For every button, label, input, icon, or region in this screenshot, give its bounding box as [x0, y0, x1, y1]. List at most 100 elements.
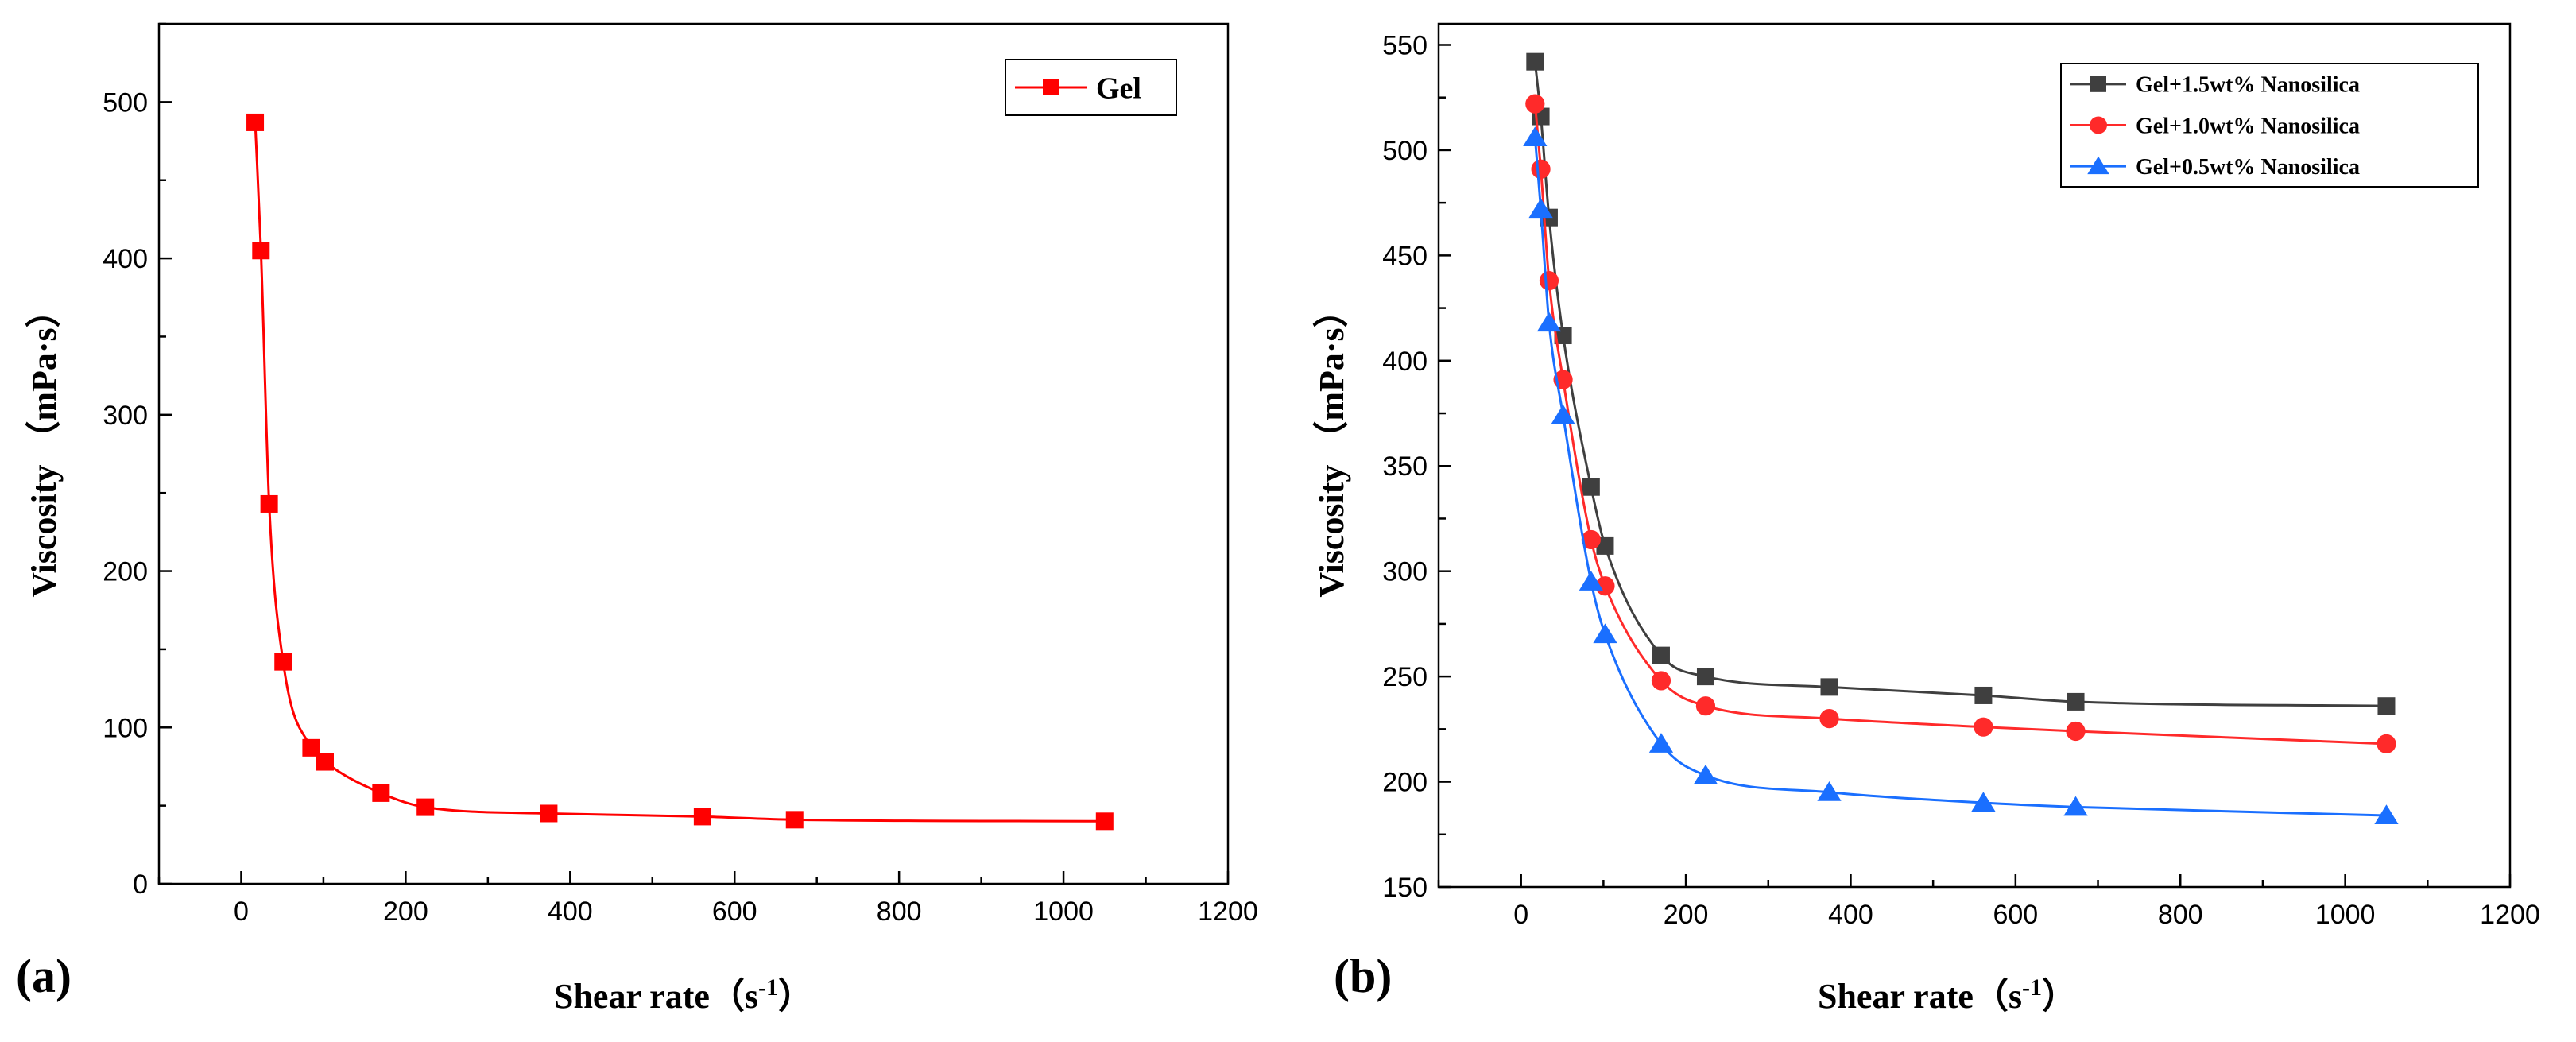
b-series-2-point	[1693, 764, 1718, 784]
a-x-tick-label: 800	[877, 897, 922, 927]
b-series-2-point	[1817, 781, 1842, 801]
a-series-0-point	[302, 738, 320, 757]
b-series-2-point	[2063, 796, 2088, 816]
a-x-tick-label: 1000	[1033, 897, 1094, 927]
b-legend-swatch-marker	[2090, 116, 2107, 134]
b-series-0-point	[1820, 678, 1838, 696]
b-series-2-point	[1971, 792, 1996, 812]
a-x-tick-label: 1200	[1198, 897, 1258, 927]
a-series-0-point	[540, 804, 558, 823]
b-y-tick-label: 350	[1382, 451, 1427, 482]
b-series-1-point	[2066, 721, 2086, 742]
b-series-1-point	[1819, 708, 1839, 729]
b-y-tick-label: 400	[1382, 347, 1427, 377]
b-series-0-point	[2377, 697, 2396, 715]
a-x-tick-label: 0	[234, 897, 249, 927]
b-series-0-point	[1696, 668, 1714, 686]
b-series-2-point	[1593, 623, 1617, 644]
b-x-tick-label: 0	[1513, 900, 1528, 930]
b-y-tick-label: 200	[1382, 768, 1427, 798]
b-series-2-point	[1648, 733, 1674, 753]
b-y-tick-label: 300	[1382, 557, 1427, 587]
b-series-0-point	[1582, 478, 1600, 496]
b-y-tick-label: 450	[1382, 241, 1427, 271]
a-x-tick-label: 400	[548, 897, 593, 927]
b-panel-label: (b)	[1334, 950, 1392, 1002]
b-legend-label: Gel+1.5wt% Nanosilica	[2136, 73, 2360, 98]
b-x-axis-title: Shear rate（s-1）	[1818, 974, 2077, 1016]
b-plot-frame	[1437, 22, 2512, 889]
b-legend-box	[2060, 63, 2479, 188]
b-legend-label: Gel+1.0wt% Nanosilica	[2136, 114, 2360, 138]
b-series-2-line	[1533, 137, 2387, 817]
b-y-tick-label: 500	[1382, 136, 1427, 166]
b-series-1-point	[1539, 271, 1559, 291]
b-series-2-point	[1528, 198, 1553, 219]
b-series-0-point	[1652, 646, 1670, 664]
b-series-2-point	[2374, 804, 2399, 824]
b-series-1-point	[1531, 159, 1551, 179]
b-legend-swatch-marker	[2087, 156, 2109, 175]
a-series-0-point	[246, 113, 265, 131]
a-legend-swatch-marker	[1043, 79, 1059, 95]
b-x-axis-title-sup: -1	[2022, 974, 2042, 1001]
a-legend: Gel	[1005, 59, 1177, 116]
b-series-1-point	[1595, 576, 1615, 596]
a-y-tick-label: 200	[103, 557, 148, 587]
panel-b-chart: Viscosity （mPa·s） Shear rate（s-1） (b) 0 2…	[1312, 22, 2540, 1016]
b-x-axis-title-main: Shear rate（s	[1818, 977, 2022, 1016]
b-series-1-point	[1581, 529, 1601, 550]
a-x-tick-label: 600	[712, 897, 757, 927]
b-x-tick-label: 600	[1993, 900, 2038, 930]
b-series-2-point	[1551, 404, 1575, 424]
a-y-tick-label: 300	[103, 401, 148, 431]
a-legend-label: Gel	[1096, 72, 1141, 105]
a-series-0-point	[316, 753, 334, 771]
b-series-2-point	[1523, 126, 1548, 147]
a-y-tick-label: 500	[103, 87, 148, 118]
b-series-0-point	[1974, 686, 1993, 704]
a-series-0-point	[372, 784, 390, 802]
b-series-0-point	[2067, 692, 2085, 711]
b-x-tick-label: 1200	[2480, 900, 2540, 930]
a-series-0-point	[785, 811, 804, 829]
a-series-0-point	[274, 653, 292, 671]
b-y-axis-title: Viscosity （mPa·s）	[1312, 292, 1351, 597]
b-legend: Gel+1.5wt% Nanosilica Gel+1.0wt% Nanosili…	[2060, 63, 2479, 188]
a-x-axis-title-main: Shear rate（s	[554, 977, 758, 1016]
b-x-tick-label: 1000	[2315, 900, 2376, 930]
b-y-tick-label: 150	[1382, 873, 1427, 903]
a-series-0-point	[693, 808, 711, 826]
a-x-axis-title-sup: -1	[758, 974, 778, 1001]
a-series-0-point	[252, 242, 270, 260]
a-x-axis-title: Shear rate（s-1）	[554, 974, 813, 1016]
b-x-tick-label: 200	[1664, 900, 1709, 930]
a-y-axis-title: Viscosity （mPa·s）	[25, 292, 64, 597]
a-y-tick-label: 100	[103, 713, 148, 743]
b-series-2-point	[1536, 312, 1562, 332]
b-series-0-point	[1596, 536, 1614, 555]
b-y-tick-label: 550	[1382, 30, 1427, 60]
a-panel-label: (a)	[16, 950, 72, 1002]
b-x-axis-title-close: ）	[2042, 977, 2077, 1016]
panel-a-chart: Viscosity （mPa·s） Shear rate（s-1） (a) 0 2…	[16, 22, 1258, 1016]
a-series-0-point	[1095, 812, 1114, 831]
b-series-1-point	[1651, 671, 1671, 691]
b-series-1-point	[1525, 94, 1545, 114]
a-y-tick-label: 0	[133, 870, 148, 900]
a-series-0-line	[254, 122, 1105, 823]
b-series-0-point	[1526, 52, 1544, 71]
b-y-tick-label: 250	[1382, 662, 1427, 692]
b-series-1-point	[1974, 717, 1993, 737]
a-y-tick-label: 400	[103, 244, 148, 274]
b-series-1-point	[2377, 734, 2396, 753]
a-x-axis-title-close: ）	[778, 977, 813, 1016]
b-series-1-point	[1695, 696, 1716, 716]
b-x-tick-label: 800	[2158, 900, 2203, 930]
b-legend-label: Gel+0.5wt% Nanosilica	[2136, 155, 2360, 180]
a-plot-frame	[157, 22, 1230, 885]
b-series-2-point	[1579, 571, 1603, 591]
a-x-tick-label: 200	[383, 897, 428, 927]
a-series-0-point	[416, 798, 435, 816]
